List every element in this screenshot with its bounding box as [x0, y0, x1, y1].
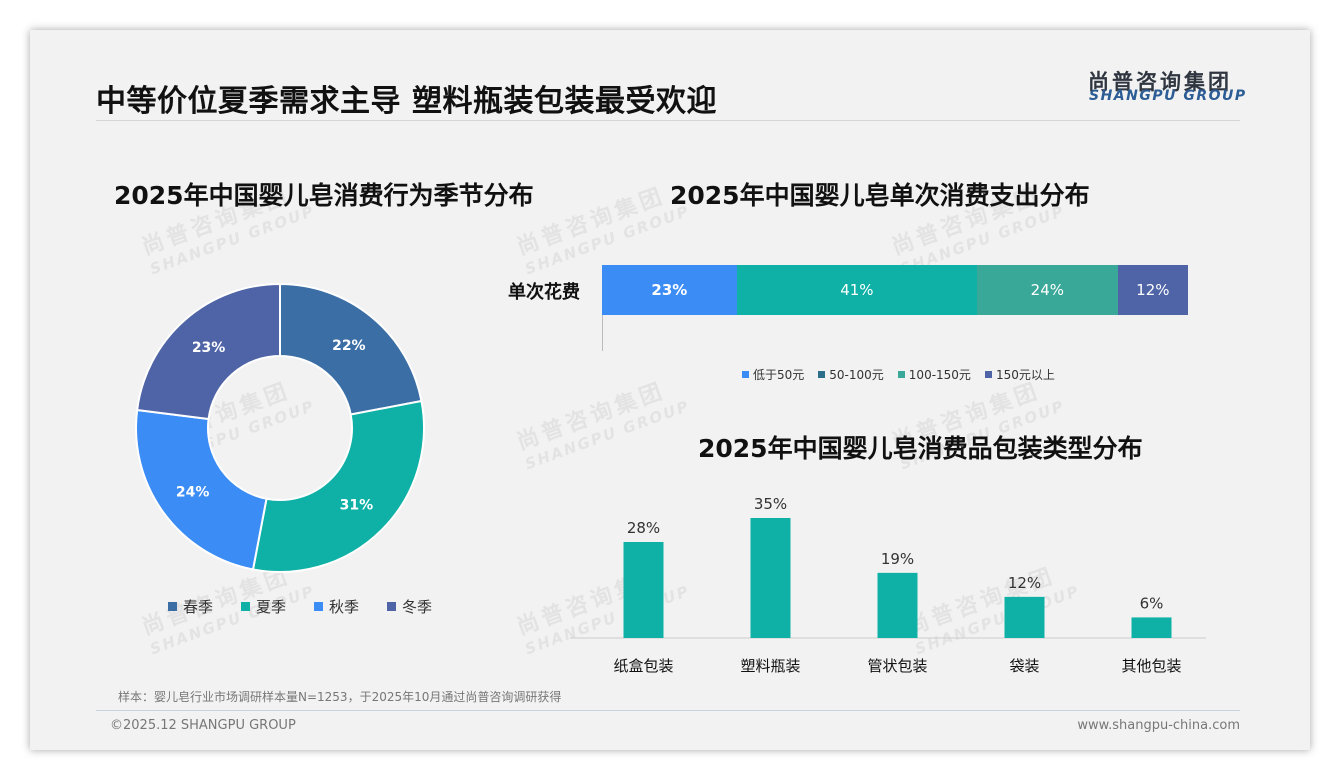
legend-item-100-150: 100-150元: [897, 366, 971, 383]
column-category-label: 其他包装: [1121, 657, 1181, 675]
column-bar: [877, 572, 918, 638]
donut-data-label: 22%: [332, 338, 366, 354]
legend-swatch: [314, 602, 324, 611]
legend-item-autumn: 秋季: [314, 596, 359, 617]
donut-slice: [279, 282, 423, 416]
bar-segment: [736, 265, 978, 315]
legend-swatch: [387, 602, 397, 611]
company-logo-cn: 尚普咨询集团: [1088, 70, 1232, 94]
column-data-label: 12%: [1008, 574, 1041, 592]
bar-segment-label: 24%: [1030, 281, 1065, 299]
legend-swatch: [742, 371, 749, 378]
stacked-bar-legend: 低于50元 50-100元 100-150元 150元以上: [742, 366, 1055, 383]
website-link[interactable]: www.shangpu-china.com: [1077, 718, 1240, 733]
legend-item-50-100: 50-100元: [818, 366, 884, 383]
bar-segment-label: 12%: [1136, 281, 1170, 299]
column-bar: [1004, 596, 1045, 638]
legend-item-spring: 春季: [168, 596, 213, 617]
legend-label: 150元以上: [995, 368, 1055, 382]
bar-segment-label: 41%: [840, 281, 874, 299]
bar-segment-label: 23%: [651, 281, 688, 299]
legend-label: 春季: [183, 598, 214, 616]
column-chart-title: 2025年中国婴儿皂消费品包装类型分布: [698, 434, 1143, 463]
column-category-label: 纸盒包装: [613, 657, 673, 675]
donut-slice: [251, 399, 425, 573]
column-category-label: 塑料瓶装: [740, 657, 800, 675]
watermark: 尚普咨询集团 SHANGPU GROUP: [513, 378, 693, 474]
donut-data-label: 24%: [176, 484, 210, 500]
bar-segment: [602, 265, 737, 315]
legend-label: 秋季: [329, 598, 360, 616]
column-data-label: 35%: [754, 495, 787, 513]
column-category-label: 管状包装: [867, 657, 927, 675]
donut-chart: 22% 31% 24% 23%: [135, 282, 425, 573]
bar-segment: [977, 265, 1118, 315]
column-bar: [623, 542, 664, 638]
column-data-label: 28%: [627, 519, 660, 537]
legend-label: 夏季: [256, 598, 287, 616]
legend-swatch: [241, 602, 251, 611]
legend-label: 100-150元: [908, 368, 971, 382]
legend-item-above-150: 150元以上: [984, 366, 1055, 383]
donut-chart-title: 2025年中国婴儿皂消费行为季节分布: [114, 181, 534, 210]
donut-legend: 春季 夏季 秋季 冬季: [168, 596, 432, 617]
company-logo-en: SHANGPU GROUP: [1089, 88, 1247, 104]
slide: 尚普咨询集团 SHANGPU GROUP 尚普咨询集团 SHANGPU GROUP …: [30, 30, 1310, 750]
donut-slice: [136, 282, 281, 421]
legend-swatch: [984, 371, 992, 378]
legend-item-summer: 夏季: [241, 596, 286, 617]
legend-label: 低于50元: [753, 368, 805, 382]
legend-swatch: [818, 371, 826, 378]
column-bar: [1131, 617, 1172, 638]
column-data-label: 19%: [881, 550, 914, 568]
legend-item-below-50: 低于50元: [742, 366, 804, 383]
legend-label: 冬季: [402, 598, 433, 616]
sample-footnote: 样本：婴儿皂行业市场调研样本量N=1253，于2025年10月通过尚普咨询调研获…: [118, 690, 562, 704]
stacked-bar-chart-title: 2025年中国婴儿皂单次消费支出分布: [670, 181, 1090, 210]
legend-label: 50-100元: [829, 368, 884, 382]
donut-slice: [135, 408, 268, 571]
copyright: ©2025.12 SHANGPU GROUP: [110, 718, 296, 733]
legend-swatch: [897, 371, 905, 378]
bar-segment: [1117, 265, 1188, 315]
bar-category-label: 单次花费: [508, 282, 580, 303]
watermark: 尚普咨询集团 SHANGPU GROUP: [513, 183, 693, 279]
column-bar: [750, 518, 791, 638]
donut-data-label: 31%: [340, 497, 374, 513]
footer-divider: [96, 710, 1240, 711]
header-divider: [96, 120, 1240, 121]
column-chart: 28% 纸盒包装 35% 塑料瓶装 19% 管状包装 12% 袋装 6% 其他包装: [570, 495, 1206, 675]
legend-item-winter: 冬季: [387, 596, 432, 617]
legend-swatch: [168, 602, 177, 611]
column-category-label: 袋装: [1009, 657, 1039, 675]
page-title: 中等价位夏季需求主导 塑料瓶装包装最受欢迎: [96, 84, 717, 119]
column-data-label: 6%: [1140, 594, 1164, 612]
donut-data-label: 23%: [192, 340, 226, 356]
